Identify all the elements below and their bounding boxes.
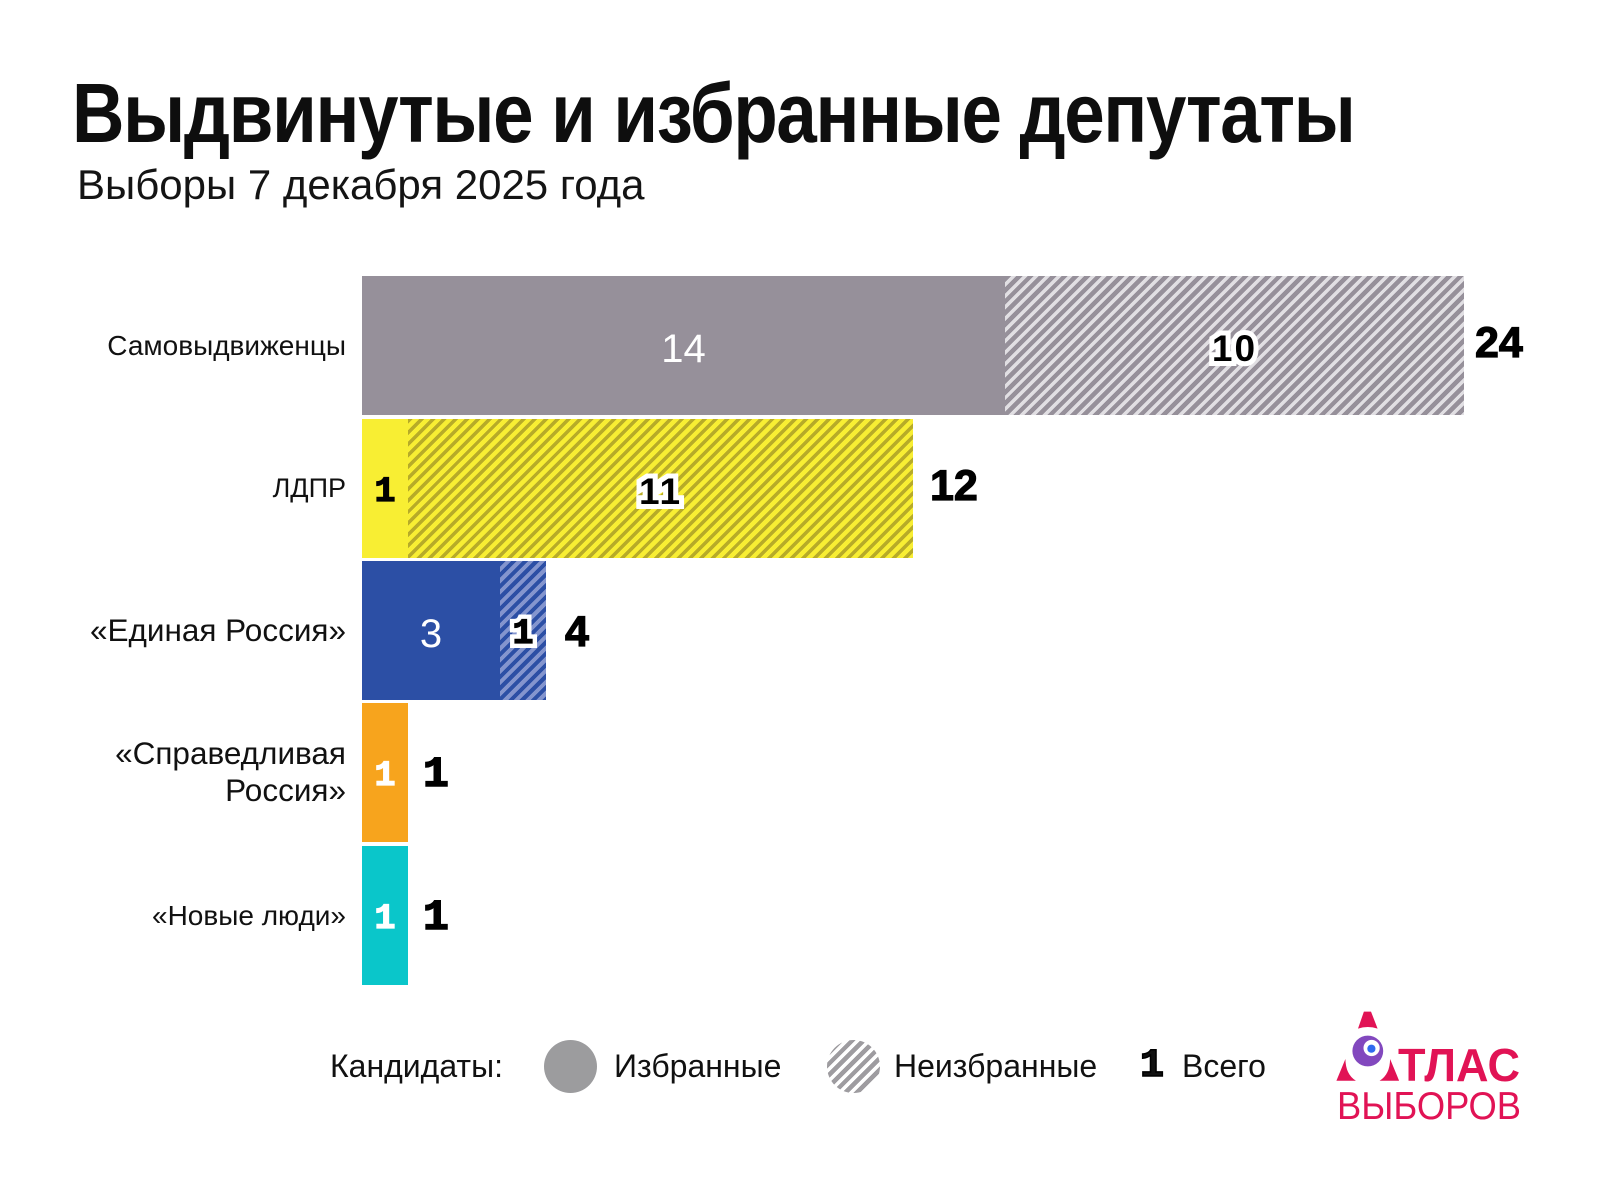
svg-text:ТЛАС: ТЛАС	[1398, 1039, 1520, 1091]
svg-text:ВЫБОРОВ: ВЫБОРОВ	[1337, 1085, 1521, 1128]
